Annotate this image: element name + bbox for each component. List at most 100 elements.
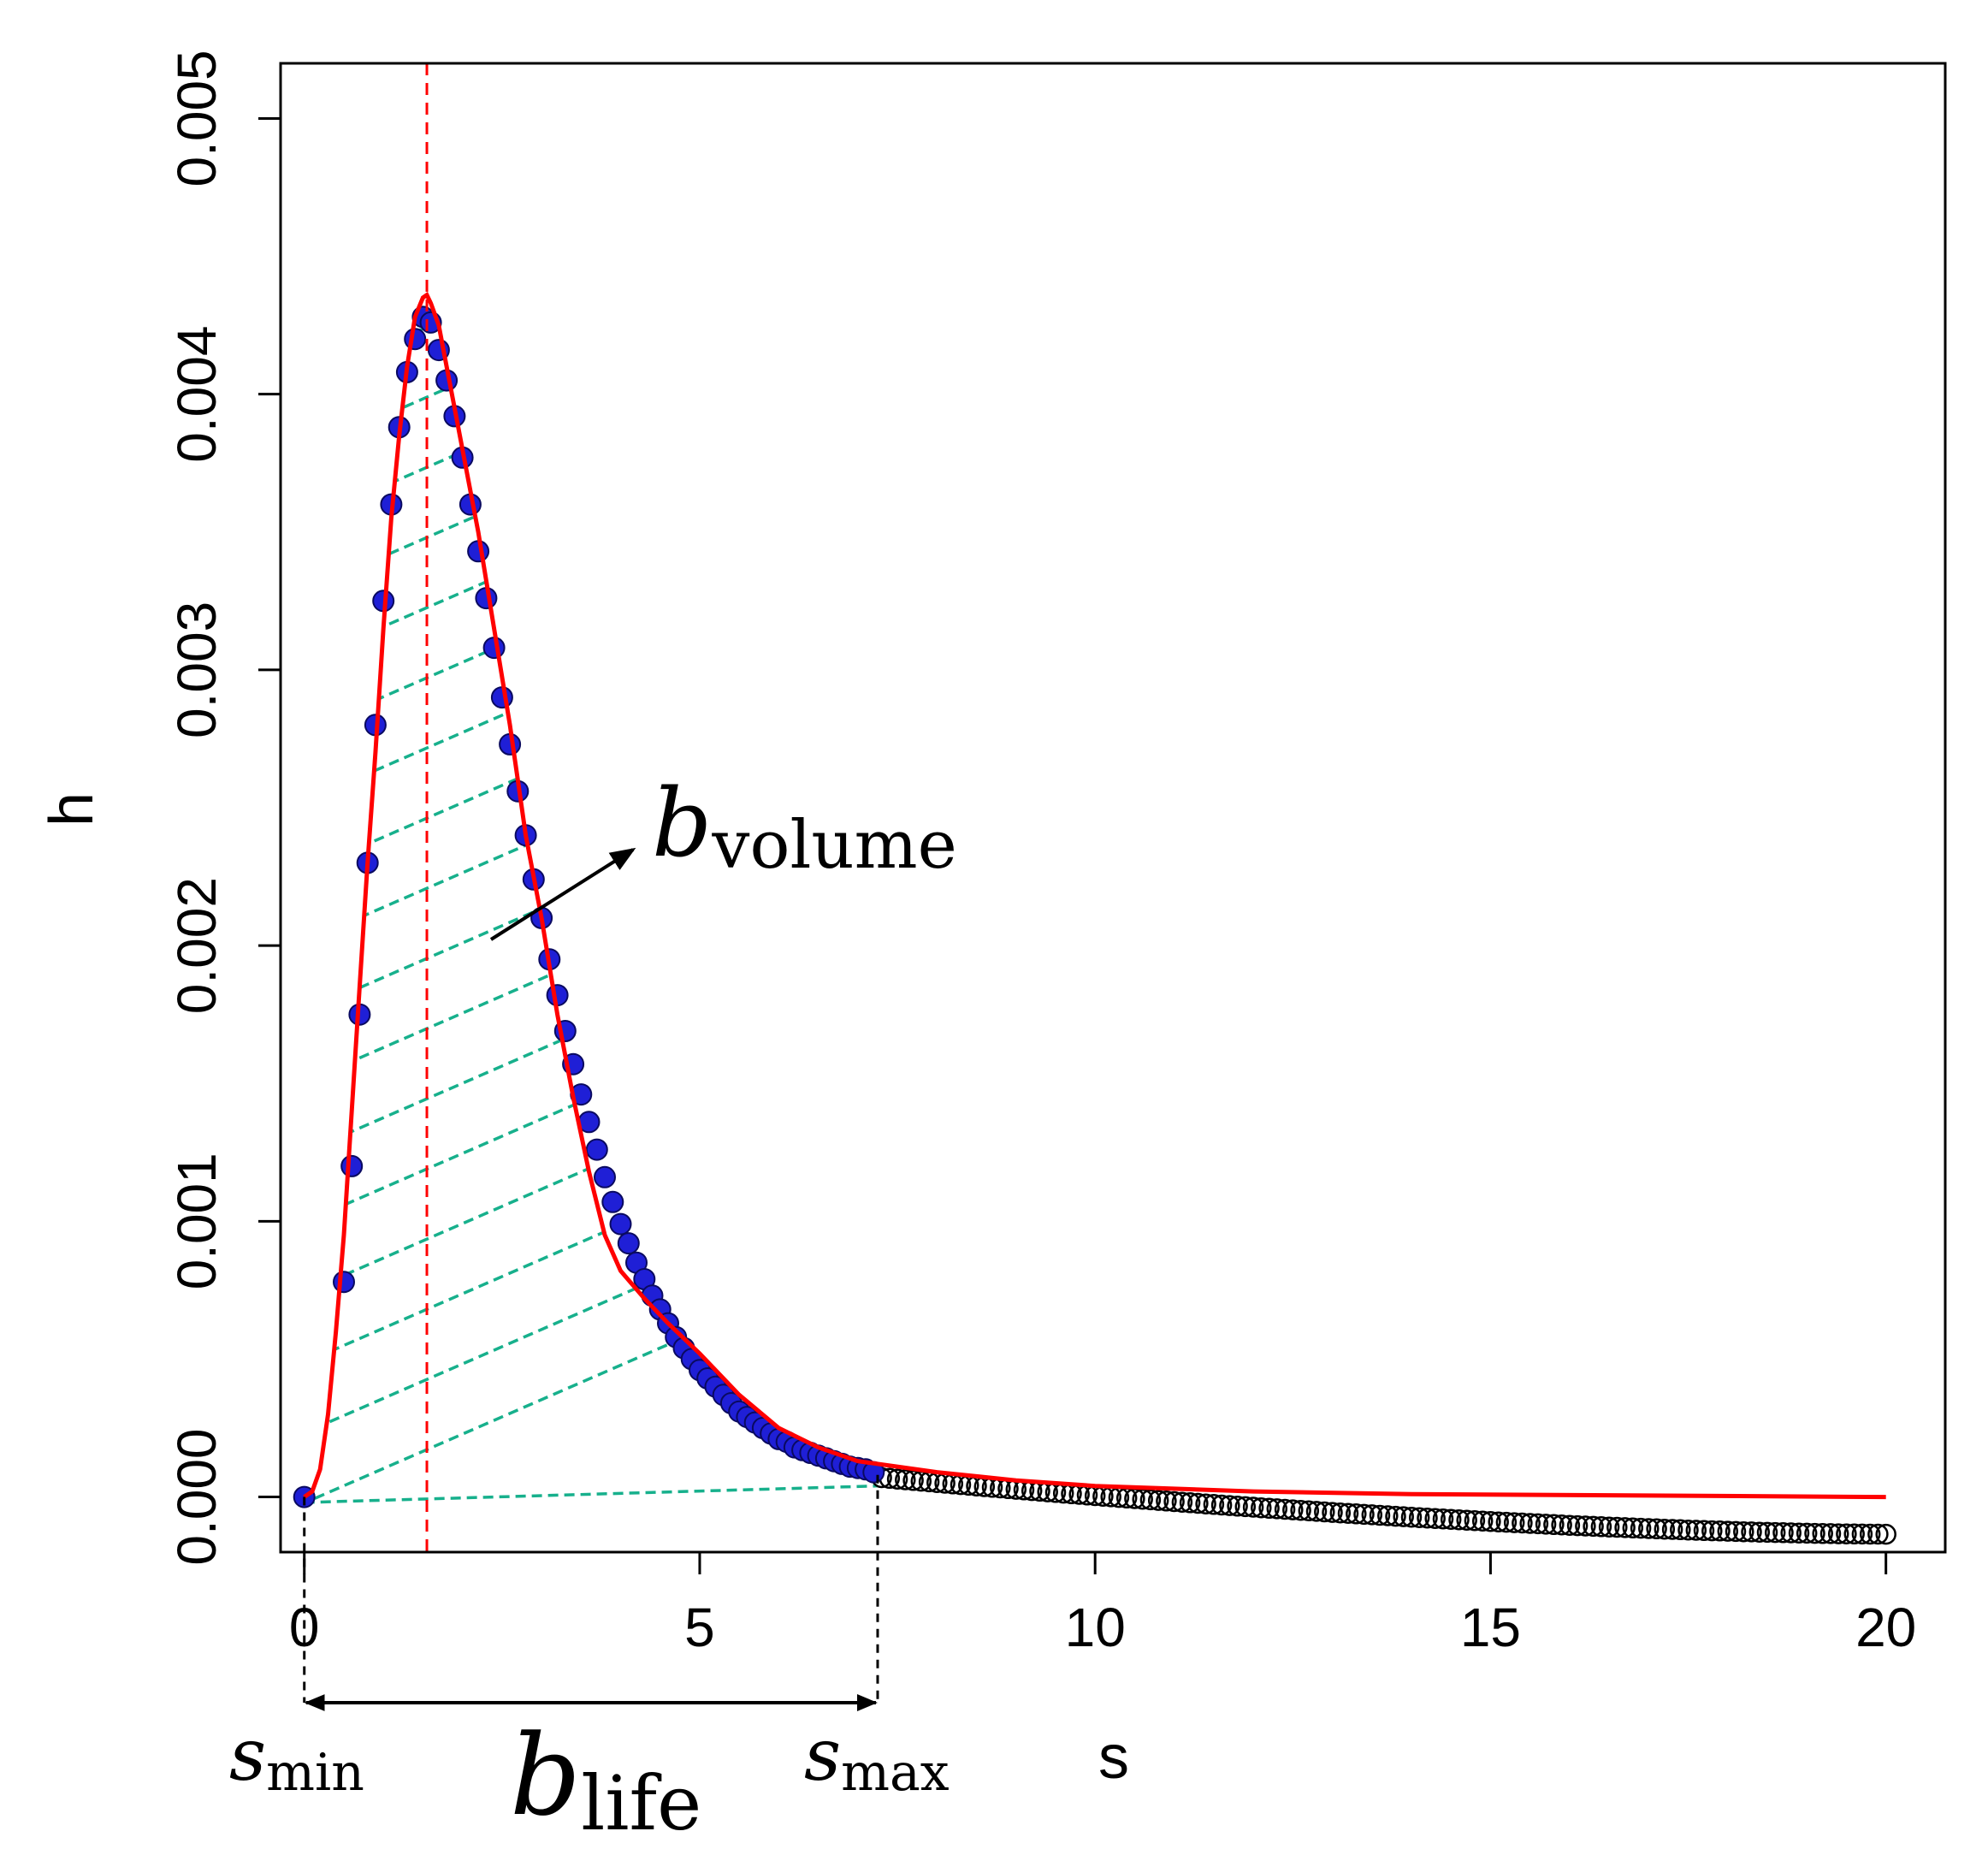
- open-point: [1843, 1523, 1865, 1545]
- open-point: [1242, 1496, 1264, 1518]
- open-point: [1851, 1523, 1873, 1545]
- open-point: [1305, 1501, 1328, 1522]
- x-axis: 0 5 10 15 20: [289, 1550, 1916, 1658]
- open-point: [1219, 1495, 1240, 1516]
- x-tick-label: 5: [684, 1597, 715, 1658]
- open-point: [1495, 1511, 1518, 1533]
- open-point: [1725, 1520, 1747, 1543]
- open-point: [1393, 1506, 1414, 1527]
- data-point: [617, 1232, 640, 1255]
- y-tick-label: 0.002: [166, 877, 228, 1014]
- open-point: [1709, 1520, 1731, 1542]
- open-point: [1543, 1514, 1565, 1536]
- y-tick-label: 0.005: [166, 50, 228, 187]
- hatch-region: [270, 0, 895, 1504]
- data-point: [404, 328, 427, 351]
- open-point: [1329, 1502, 1352, 1524]
- open-point: [1598, 1516, 1620, 1538]
- x-axis-title: s: [1098, 1723, 1129, 1792]
- open-point: [1274, 1498, 1296, 1520]
- open-point: [1590, 1516, 1612, 1538]
- hatch-line: [270, 0, 895, 185]
- hatch-line: [304, 1174, 878, 1449]
- open-point: [1480, 1510, 1501, 1532]
- open-point: [1575, 1515, 1596, 1537]
- open-point: [1448, 1508, 1470, 1531]
- s-max-label: smax: [804, 1713, 950, 1803]
- open-point: [1622, 1517, 1644, 1539]
- open-point: [1210, 1494, 1233, 1516]
- b-life-label: blife: [510, 1710, 701, 1847]
- open-point: [1788, 1522, 1810, 1544]
- hatch-baseline: [304, 1484, 879, 1504]
- data-point: [601, 1190, 624, 1213]
- open-point: [1400, 1506, 1423, 1528]
- open-point: [1132, 1488, 1153, 1510]
- open-point: [1353, 1503, 1375, 1526]
- open-point: [1417, 1507, 1438, 1529]
- open-point: [1512, 1512, 1533, 1534]
- open-point: [1377, 1505, 1399, 1526]
- open-point: [1804, 1522, 1825, 1544]
- open-point: [1614, 1517, 1636, 1538]
- open-point: [1432, 1508, 1454, 1530]
- x-tick-label: 15: [1460, 1597, 1521, 1658]
- open-point: [1764, 1521, 1786, 1544]
- open-point: [895, 1469, 916, 1491]
- open-point: [1251, 1496, 1272, 1519]
- open-point: [1408, 1507, 1430, 1528]
- open-point: [1748, 1521, 1771, 1543]
- x-tick-label: 20: [1855, 1597, 1916, 1658]
- open-point: [1471, 1510, 1494, 1532]
- data-point: [609, 1212, 632, 1236]
- y-tick-label: 0.001: [166, 1153, 228, 1289]
- open-point: [1163, 1491, 1185, 1513]
- s-min-label: smin: [229, 1713, 364, 1803]
- open-point: [1559, 1514, 1581, 1536]
- hatch-line: [304, 294, 878, 327]
- open-point: [902, 1470, 924, 1491]
- open-point: [1187, 1492, 1209, 1514]
- open-point: [1551, 1514, 1572, 1536]
- data-point: [490, 686, 513, 709]
- open-point: [1290, 1499, 1311, 1521]
- x-tick-label: 10: [1065, 1597, 1126, 1658]
- open-point: [1717, 1520, 1739, 1542]
- open-point: [1677, 1519, 1699, 1541]
- open-point: [886, 1468, 908, 1490]
- open-point: [1606, 1516, 1628, 1538]
- y-tick-label: 0.004: [166, 326, 228, 463]
- hatch-line: [304, 294, 878, 537]
- open-point: [1282, 1499, 1304, 1520]
- open-point: [1314, 1501, 1335, 1523]
- open-point: [1693, 1520, 1715, 1542]
- open-point: [1535, 1514, 1557, 1535]
- open-point: [1179, 1492, 1201, 1514]
- open-point: [1258, 1497, 1280, 1520]
- open-point: [1630, 1517, 1652, 1539]
- open-point: [1566, 1514, 1589, 1537]
- open-point: [1772, 1522, 1794, 1544]
- open-point: [1464, 1509, 1486, 1532]
- b-volume-label: bvolume: [652, 768, 957, 884]
- open-point: [1661, 1519, 1683, 1540]
- open-point: [1780, 1522, 1802, 1544]
- open-point: [1583, 1515, 1604, 1538]
- open-point: [1638, 1518, 1660, 1539]
- hatch-line: [304, 402, 878, 678]
- open-points-series: [871, 1467, 1896, 1545]
- open-point: [1156, 1491, 1177, 1512]
- hatch-line: [304, 542, 878, 818]
- open-point: [1670, 1519, 1691, 1541]
- y-axis-title: h: [38, 792, 106, 827]
- open-point: [1361, 1504, 1383, 1526]
- hatch-line: [304, 294, 878, 467]
- open-point: [1859, 1523, 1881, 1545]
- open-point: [1322, 1502, 1343, 1523]
- data-point: [594, 1165, 616, 1188]
- y-tick-label: 0.000: [166, 1428, 228, 1565]
- open-point: [1195, 1493, 1216, 1514]
- open-point: [1346, 1503, 1367, 1525]
- hatch-line: [304, 294, 878, 397]
